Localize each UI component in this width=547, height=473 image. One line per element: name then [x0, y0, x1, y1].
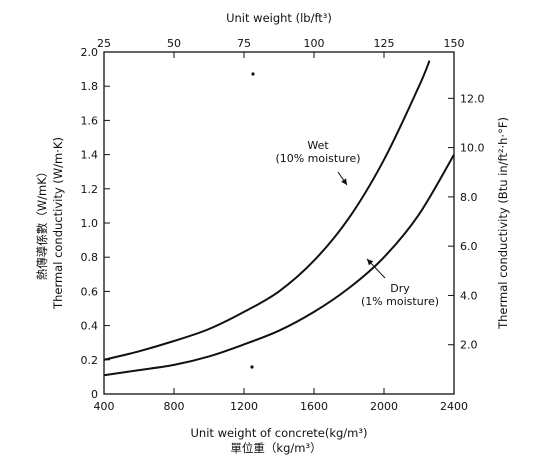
- wet-series-label: Wet: [307, 139, 329, 152]
- stray-mark: [251, 72, 255, 76]
- y2-tick-label: 2.0: [460, 339, 478, 352]
- y-tick-label: 0.8: [81, 251, 99, 264]
- x2-tick-label: 75: [237, 37, 251, 50]
- y-axis: 0 0.2 0.4 0.6 0.8 1.0 1.2 1.4 1.6 1.8 2.0: [81, 46, 110, 401]
- x-axis-title: Unit weight of concrete(kg/m³): [191, 426, 368, 440]
- series-labels: Wet(10% moisture) Dry(1% moisture): [275, 139, 439, 308]
- wet-label-arrowhead: [341, 178, 347, 185]
- x-tick-label: 1600: [300, 400, 328, 413]
- wet-series-label: (10% moisture): [275, 152, 360, 165]
- series-lines: [103, 60, 455, 377]
- y2-tick-label: 8.0: [460, 191, 478, 204]
- dry-series-label: (1% moisture): [361, 295, 439, 308]
- x2-tick-label: 100: [304, 37, 325, 50]
- y-tick-label: 0: [91, 388, 98, 401]
- y2-axis-title: Thermal conductivity (Btu in/ft²·h·°F): [496, 117, 510, 330]
- plot-frame: [103, 51, 455, 395]
- dry-label-arrowhead: [367, 259, 374, 266]
- dry-series-line: [103, 154, 455, 377]
- x2-tick-label: 50: [167, 37, 181, 50]
- x-tick-label: 1200: [230, 400, 258, 413]
- x-tick-label: 2000: [370, 400, 398, 413]
- y-tick-label: 2.0: [81, 46, 99, 59]
- dry-series-label: Dry: [390, 282, 410, 295]
- x2-tick-label: 25: [97, 37, 111, 50]
- x2-axis: 25 50 75 100 125 150: [97, 37, 465, 58]
- y-tick-label: 1.0: [81, 217, 99, 230]
- y-tick-label: 1.8: [81, 80, 99, 93]
- x-tick-label: 2400: [440, 400, 468, 413]
- x2-tick-label: 150: [444, 37, 465, 50]
- x2-axis-title: Unit weight (lb/ft³): [226, 11, 332, 25]
- y2-axis: 2.0 4.0 6.0 8.0 10.0 12.0: [448, 92, 485, 352]
- y-tick-label: 0.4: [81, 320, 99, 333]
- y-tick-label: 0.2: [81, 354, 99, 367]
- y-axis-title-cjk: 熱傳導係數（W/mK）: [35, 166, 49, 281]
- y-tick-label: 1.4: [81, 149, 99, 162]
- y2-tick-label: 4.0: [460, 289, 478, 302]
- x-tick-label: 800: [164, 400, 185, 413]
- wet-series-line: [103, 60, 431, 361]
- x2-tick-label: 125: [374, 37, 395, 50]
- x-axis: 400 800 1200 1600 2000 2400: [94, 388, 468, 413]
- y2-tick-label: 10.0: [460, 142, 485, 155]
- y-axis-title: Thermal conductivity (W/m·K): [51, 137, 65, 310]
- x-axis-title-cjk: 單位重（kg/m³）: [230, 441, 321, 455]
- y-tick-label: 1.2: [81, 183, 99, 196]
- y2-tick-label: 12.0: [460, 92, 485, 105]
- y2-tick-label: 6.0: [460, 240, 478, 253]
- y-tick-label: 0.6: [81, 285, 99, 298]
- x-tick-label: 400: [94, 400, 115, 413]
- y-tick-label: 1.6: [81, 114, 99, 127]
- stray-mark: [250, 365, 254, 369]
